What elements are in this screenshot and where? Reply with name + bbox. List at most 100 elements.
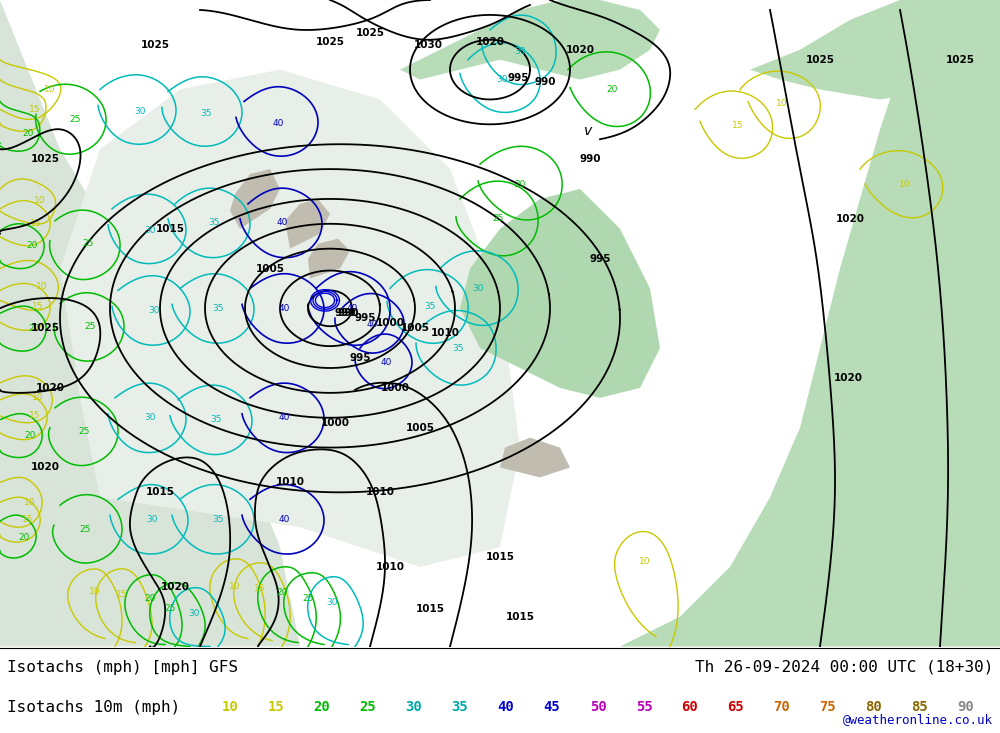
Text: 1010: 1010 <box>366 487 394 497</box>
Text: 30: 30 <box>134 107 146 116</box>
Text: 1020: 1020 <box>836 214 864 224</box>
Text: 15: 15 <box>32 302 44 311</box>
Text: 25: 25 <box>78 427 90 436</box>
Text: 10: 10 <box>32 394 44 402</box>
Text: 40: 40 <box>272 119 284 128</box>
Text: 1005: 1005 <box>406 423 434 432</box>
Text: 995: 995 <box>507 73 529 83</box>
Text: 20: 20 <box>606 85 618 94</box>
Polygon shape <box>285 199 330 248</box>
Text: 75: 75 <box>820 700 836 714</box>
Text: 1015: 1015 <box>506 611 534 622</box>
Polygon shape <box>400 0 660 80</box>
Text: 40: 40 <box>278 515 290 523</box>
Text: 30: 30 <box>406 700 422 714</box>
Text: 1025: 1025 <box>140 40 170 50</box>
Text: 65: 65 <box>728 700 744 714</box>
Text: 990: 990 <box>579 154 601 164</box>
Text: 1020: 1020 <box>834 373 862 383</box>
Text: 30: 30 <box>148 306 160 314</box>
Text: 45: 45 <box>544 700 560 714</box>
Text: 25: 25 <box>84 322 96 331</box>
Polygon shape <box>230 169 280 229</box>
Text: 50: 50 <box>590 700 606 714</box>
Polygon shape <box>308 239 350 279</box>
Text: 1025: 1025 <box>30 323 60 334</box>
Text: 25: 25 <box>82 239 94 248</box>
Text: 20: 20 <box>276 589 288 597</box>
Text: 25: 25 <box>164 604 176 614</box>
Text: 1025: 1025 <box>356 28 384 38</box>
Text: 990: 990 <box>534 76 556 86</box>
Polygon shape <box>0 0 300 647</box>
Text: 35: 35 <box>210 415 222 424</box>
Text: 20: 20 <box>28 324 40 333</box>
Text: 85: 85 <box>912 700 928 714</box>
Text: 10: 10 <box>34 196 46 205</box>
Text: 35: 35 <box>212 304 224 313</box>
Text: 90: 90 <box>958 700 974 714</box>
Text: 995: 995 <box>349 353 371 363</box>
Text: 1020: 1020 <box>30 463 60 473</box>
Text: 10: 10 <box>899 180 911 188</box>
Text: 10: 10 <box>89 587 101 597</box>
Text: 30: 30 <box>496 75 508 84</box>
Text: 30: 30 <box>144 413 156 422</box>
Text: 40: 40 <box>276 218 288 227</box>
Text: 1010: 1010 <box>276 477 304 487</box>
Text: 10: 10 <box>222 700 238 714</box>
Text: 10: 10 <box>639 558 651 567</box>
Text: 25: 25 <box>69 115 81 124</box>
Text: 995: 995 <box>354 313 376 323</box>
Text: 1020: 1020 <box>36 383 64 393</box>
Text: 40: 40 <box>278 304 290 313</box>
Text: 40: 40 <box>380 358 392 366</box>
Text: 20: 20 <box>18 533 30 542</box>
Text: @weatheronline.co.uk: @weatheronline.co.uk <box>843 713 993 726</box>
Text: 20: 20 <box>24 431 36 440</box>
Text: 10: 10 <box>44 85 56 94</box>
Text: 1020: 1020 <box>566 45 594 55</box>
Text: 30: 30 <box>188 609 200 618</box>
Text: 25: 25 <box>302 594 314 603</box>
Text: 10: 10 <box>229 582 241 592</box>
Text: v: v <box>584 125 592 139</box>
Text: 1000: 1000 <box>376 318 404 328</box>
Text: 30: 30 <box>472 284 484 293</box>
Text: 1000: 1000 <box>320 418 350 428</box>
Text: 1025: 1025 <box>806 55 834 65</box>
Text: 1025: 1025 <box>30 154 60 164</box>
Text: 10: 10 <box>24 498 36 507</box>
Text: 20: 20 <box>314 700 330 714</box>
Text: 40: 40 <box>498 700 514 714</box>
Text: 25: 25 <box>492 214 504 224</box>
Polygon shape <box>460 189 660 398</box>
Text: 1025: 1025 <box>946 55 974 65</box>
Text: 30: 30 <box>144 226 156 235</box>
Text: 35: 35 <box>200 109 212 118</box>
Text: 15: 15 <box>30 219 42 228</box>
Text: 1010: 1010 <box>376 562 404 572</box>
Text: 60: 60 <box>682 700 698 714</box>
Text: 15: 15 <box>22 515 34 523</box>
Text: 10: 10 <box>776 99 788 108</box>
Text: 1000: 1000 <box>380 383 410 393</box>
Text: 30: 30 <box>326 598 338 607</box>
Text: 55: 55 <box>636 700 652 714</box>
Text: 1010: 1010 <box>430 328 460 338</box>
Text: 40: 40 <box>366 320 378 328</box>
Text: 990: 990 <box>334 309 356 318</box>
Text: 35: 35 <box>452 700 468 714</box>
Text: 25: 25 <box>79 525 91 534</box>
Text: 35: 35 <box>424 302 436 311</box>
Text: 15: 15 <box>29 411 41 420</box>
Polygon shape <box>750 0 1000 100</box>
Text: 35: 35 <box>208 218 220 227</box>
Polygon shape <box>500 438 570 477</box>
Text: 1030: 1030 <box>414 40 442 50</box>
Text: 1020: 1020 <box>476 37 505 47</box>
Text: 15: 15 <box>254 584 266 593</box>
Text: 1020: 1020 <box>160 582 190 592</box>
Text: 20: 20 <box>514 180 526 188</box>
Text: Isotachs (mph) [mph] GFS: Isotachs (mph) [mph] GFS <box>7 660 238 675</box>
